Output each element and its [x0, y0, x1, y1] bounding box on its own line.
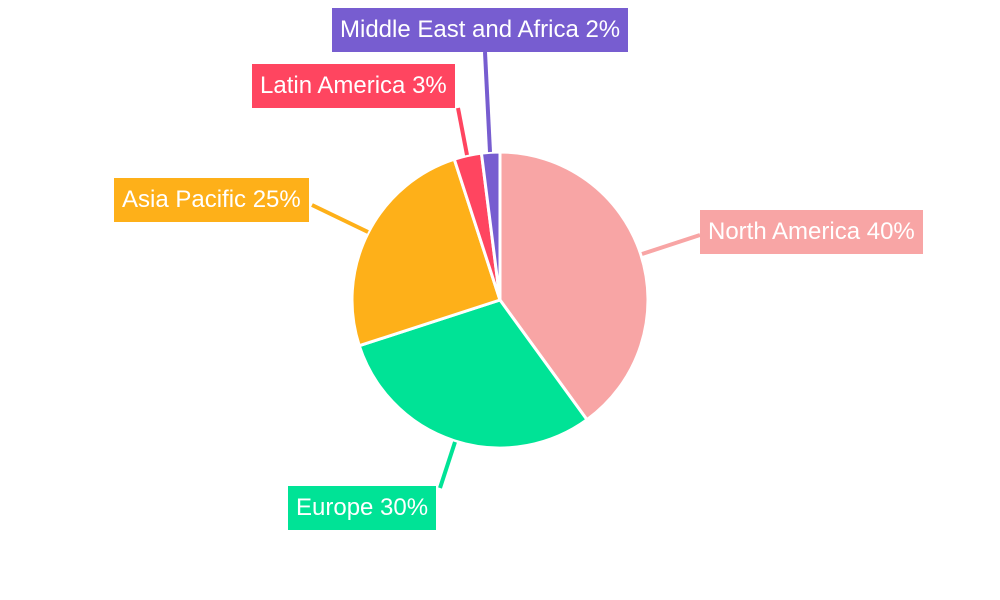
leader-line — [456, 107, 469, 156]
slice-label: Latin America 3% — [252, 64, 455, 108]
pie-slice-north-america[interactable] — [498, 150, 650, 422]
leader-line — [311, 203, 369, 234]
pie-slice-asia-pacific[interactable] — [350, 157, 502, 348]
pie-slice-europe[interactable] — [357, 298, 590, 450]
slice-label: Asia Pacific 25% — [114, 178, 309, 222]
leader-line — [438, 441, 457, 489]
slice-label: North America 40% — [700, 210, 923, 254]
leader-line — [641, 233, 701, 256]
leader-line — [483, 51, 492, 153]
slice-label: Europe 30% — [288, 486, 437, 530]
pie-slice-middle-east-and-africa[interactable] — [479, 150, 502, 301]
slice-label: Middle East and Africa 2% — [332, 8, 629, 52]
